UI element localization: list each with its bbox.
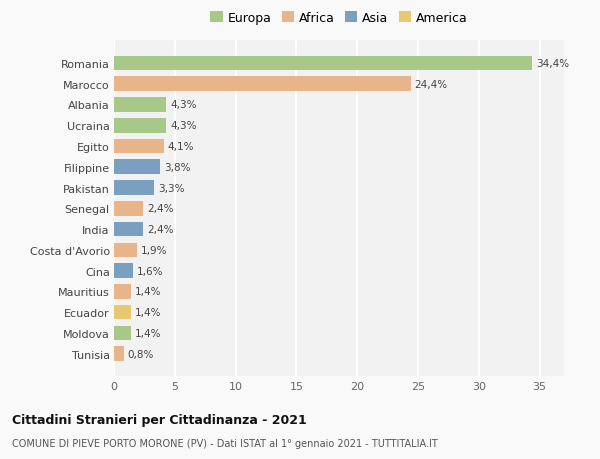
Text: 3,8%: 3,8% xyxy=(164,162,190,173)
Text: 2,4%: 2,4% xyxy=(147,224,173,235)
Bar xyxy=(114,326,131,341)
Bar xyxy=(114,77,411,92)
Text: 4,3%: 4,3% xyxy=(170,100,196,110)
Text: 24,4%: 24,4% xyxy=(415,79,448,90)
Bar xyxy=(114,181,154,196)
Text: 1,6%: 1,6% xyxy=(137,266,164,276)
Text: 1,9%: 1,9% xyxy=(141,245,167,255)
Legend: Europa, Africa, Asia, America: Europa, Africa, Asia, America xyxy=(206,8,472,28)
Bar xyxy=(114,202,143,216)
Bar xyxy=(114,98,166,112)
Text: Cittadini Stranieri per Cittadinanza - 2021: Cittadini Stranieri per Cittadinanza - 2… xyxy=(12,413,307,426)
Bar xyxy=(114,140,164,154)
Bar xyxy=(114,264,133,278)
Text: COMUNE DI PIEVE PORTO MORONE (PV) - Dati ISTAT al 1° gennaio 2021 - TUTTITALIA.I: COMUNE DI PIEVE PORTO MORONE (PV) - Dati… xyxy=(12,438,438,448)
Text: 0,8%: 0,8% xyxy=(127,349,154,359)
Bar xyxy=(114,347,124,361)
Text: 1,4%: 1,4% xyxy=(134,328,161,338)
Text: 34,4%: 34,4% xyxy=(536,59,569,69)
Text: 1,4%: 1,4% xyxy=(134,308,161,318)
Bar xyxy=(114,285,131,299)
Bar xyxy=(114,160,160,175)
Text: 4,3%: 4,3% xyxy=(170,121,196,131)
Text: 2,4%: 2,4% xyxy=(147,204,173,214)
Bar xyxy=(114,243,137,257)
Text: 3,3%: 3,3% xyxy=(158,183,184,193)
Bar xyxy=(114,305,131,320)
Text: 4,1%: 4,1% xyxy=(167,142,194,151)
Bar xyxy=(114,222,143,237)
Bar xyxy=(114,119,166,133)
Bar xyxy=(114,56,532,71)
Text: 1,4%: 1,4% xyxy=(134,287,161,297)
